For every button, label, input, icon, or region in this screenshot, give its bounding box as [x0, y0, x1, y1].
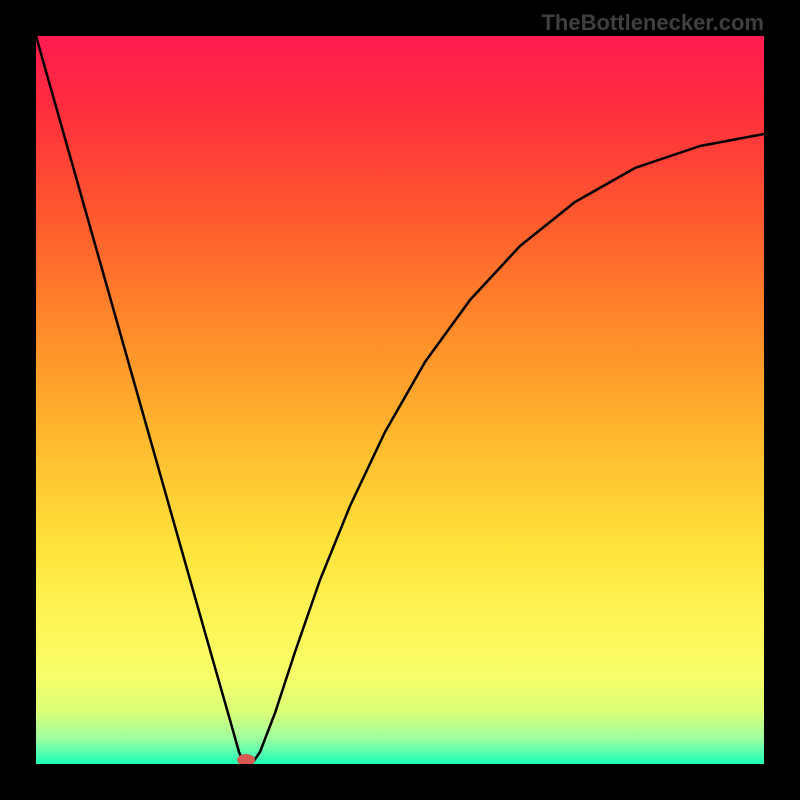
watermark-text: TheBottlenecker.com: [541, 10, 764, 36]
plot-area: [36, 36, 764, 764]
curve-layer: [36, 36, 764, 764]
bottleneck-curve: [36, 36, 764, 764]
bottleneck-chart: TheBottlenecker.com: [0, 0, 800, 800]
